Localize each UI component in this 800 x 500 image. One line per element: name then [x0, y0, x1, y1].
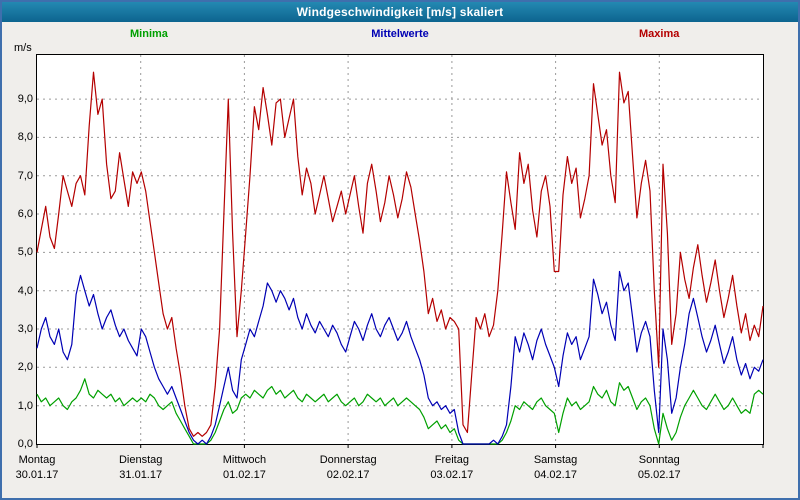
series-minima: [36, 378, 764, 445]
x-axis-label: Donnerstag 02.02.17: [303, 454, 393, 481]
date-label: 30.01.17: [15, 469, 59, 481]
date-label: 31.01.17: [119, 469, 163, 481]
y-tick-label: 9,0: [17, 93, 33, 106]
y-tick-label: 3,0: [17, 323, 33, 336]
legend-mittelwerte: Mittelwerte: [371, 28, 429, 40]
legend-maxima: Maxima: [639, 28, 680, 40]
y-axis-unit-label: m/s: [14, 42, 32, 54]
weekday-label: Donnerstag: [319, 454, 377, 466]
weekday-label: Sonntag: [638, 454, 680, 466]
legend-minima: Minima: [130, 28, 168, 40]
y-tick-label: 0,0: [17, 438, 33, 450]
x-axis-label: Dienstag 31.01.17: [96, 454, 186, 481]
series-mittelwerte: [36, 270, 764, 445]
x-axis-label: Sonntag 05.02.17: [614, 454, 704, 481]
date-label: 01.02.17: [223, 469, 266, 481]
series-maxima: [36, 71, 764, 437]
weekday-label: Montag: [18, 454, 56, 466]
weekday-label: Mittwoch: [222, 454, 267, 466]
x-axis-label: Mittwoch 01.02.17: [199, 454, 289, 481]
date-label: 05.02.17: [637, 469, 681, 481]
y-tick-label: 1,0: [17, 399, 33, 412]
weekday-label: Freitag: [434, 454, 469, 466]
chart-title: Windgeschwindigkeit [m/s] skaliert: [296, 5, 504, 19]
y-tick-label: 4,0: [17, 284, 33, 297]
x-axis-label: Freitag 03.02.17: [407, 454, 497, 481]
y-tick-label: 5,0: [17, 246, 33, 259]
y-tick-label: 6,0: [17, 208, 33, 221]
date-label: 04.02.17: [534, 469, 577, 481]
date-label: 03.02.17: [430, 469, 474, 481]
x-axis-label: Samstag 04.02.17: [511, 454, 601, 481]
plot-area: [36, 54, 764, 448]
date-label: 02.02.17: [326, 469, 370, 481]
weekday-label: Dienstag: [118, 454, 163, 466]
weekday-label: Samstag: [533, 454, 578, 466]
title-bar: Windgeschwindigkeit [m/s] skaliert: [2, 2, 798, 22]
x-axis-label: Montag 30.01.17: [2, 454, 82, 481]
y-tick-label: 8,0: [17, 131, 33, 144]
y-tick-label: 7,0: [17, 169, 33, 182]
y-tick-label: 2,0: [17, 361, 33, 374]
plot-area-wrapper: [36, 54, 764, 455]
